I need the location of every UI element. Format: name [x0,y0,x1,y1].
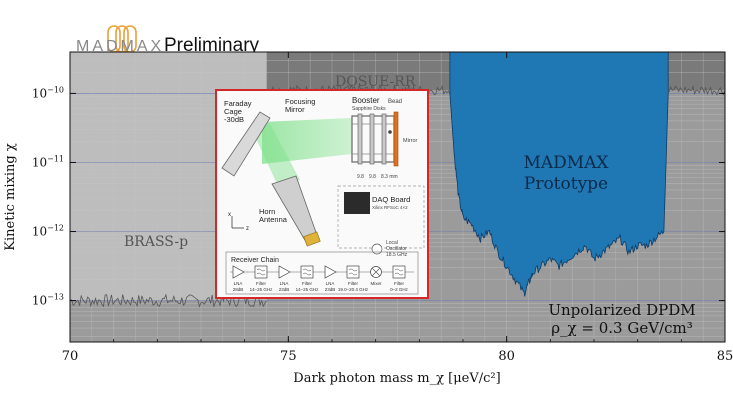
chain-label: LNA [234,281,243,286]
lo-label-3: 18.5 GHz [386,252,408,258]
chain-label: Mixer [371,281,383,286]
x-tick-label: 80 [498,349,515,364]
dosue-label: DOSUE-RR [335,74,416,90]
bead-label: Bead [388,99,402,105]
horn-flange [303,231,321,247]
x-tick-label: 85 [717,349,733,364]
x-tick-label: 75 [280,349,297,364]
y-tick-exp: −13 [47,293,64,302]
sapphire-disk [369,113,375,165]
booster [351,111,399,167]
microwave-beam [262,118,352,164]
chain-label: Filter [256,281,267,286]
chain-label: Filter [394,281,405,286]
filter-icon [392,265,406,279]
axis-z-label: z [246,226,249,232]
filter-wave [348,268,358,276]
booster-mirror [393,111,399,167]
daq-chip [344,192,370,214]
y-tick-label: 10−12 [32,224,64,239]
chain-label: Filter [302,281,313,286]
mirror-label-2: Mirror [285,105,305,114]
madmax-logo: MADMAX [76,25,164,55]
setup-inset: Faraday Cage -30dB Focusing Mirror Boost… [215,89,429,299]
brass-limit-curve [70,293,267,308]
dim-label-2: 9.8 [369,174,376,180]
receiver-chain-label: Receiver Chain [231,257,279,264]
local-oscillator-icon [371,243,383,255]
y-tick-base: 10 [32,294,47,308]
chain-label: LNA [280,281,289,286]
madmax-label-line1: MADMAX [523,153,609,173]
coordinate-axes: x z [228,212,249,232]
y-axis-label: Kinetic mixing χ [3,143,18,251]
chain-label: Filter [348,281,359,286]
booster-mirror-label: Mirror [403,138,418,144]
x-tick-label: 70 [62,349,79,364]
daq-sub-label: Xilinx RFSoC 4×2 [372,205,408,210]
y-tick-label: 10−13 [32,293,64,308]
receiver-chain-box [225,251,419,295]
logo-text: MADMAX [76,38,164,55]
chain-sublabel: 14–25 GHz [250,287,274,292]
amplifier-icon [324,265,337,279]
axis-x-label: x [228,212,231,218]
filter-icon [346,265,360,279]
filter-wave [394,268,404,276]
lo-label-1: Local [386,240,398,246]
horn-label-2: Antenna [259,215,288,224]
x-axis-label: Dark photon mass m_χ [μeV/c²] [293,371,500,386]
filter-wave [256,268,266,276]
chain-sublabel: 28dB [233,287,244,292]
daq-label: DAQ Board [372,195,410,204]
sapphire-disk [357,113,363,165]
lo-label-2: Oscillator [386,246,407,252]
filter-icon [254,265,268,279]
mixer-cross [372,268,380,276]
horn-label-1: Horn [259,207,275,216]
filter-icon [300,265,314,279]
filter-wave [302,268,312,276]
faraday-label-1: Faraday [224,99,252,108]
amplifier-icon [278,265,291,279]
amplifier-icon [232,265,245,279]
y-tick-label: 10−11 [32,154,64,169]
chain-sublabel: 19.0–20.4 GHz [338,287,369,292]
sapphire-label: Sapphire Disks [352,106,386,112]
mirror-label-1: Focusing [285,97,315,106]
chain-sublabel: 23dB [325,287,336,292]
bead [388,130,392,134]
focusing-mirror [221,111,271,177]
chain-label: LNA [326,281,335,286]
chain-sublabel: 0–2 GHz [390,287,409,292]
y-tick-base: 10 [32,225,47,239]
chain-sublabel: 23dB [279,287,290,292]
plot-frame [69,51,726,343]
preliminary-label: Preliminary [164,35,260,56]
y-tick-exp: −10 [47,85,64,94]
faraday-label-2: Cage [224,107,242,116]
madmax-exclusion-area [449,52,669,297]
microwave-beam-down [252,124,300,186]
booster-label: Booster [352,96,380,105]
y-tick-exp: −12 [47,224,64,233]
model-label-line1: Unpolarized DPDM [548,301,695,319]
dim-label-1: 9.8 [357,174,364,180]
madmax-label-line2: Prototype [524,174,608,194]
sapphire-disk [381,113,387,165]
chain-sublabel: 14–25 GHz [296,287,320,292]
model-label-line2: ρ_χ = 0.3 GeV/cm³ [551,319,693,337]
y-tick-base: 10 [32,155,47,169]
y-tick-base: 10 [32,86,47,100]
y-tick-exp: −11 [47,154,64,163]
y-tick-label: 10−10 [32,85,64,100]
faraday-label-3: -30dB [224,115,244,124]
dim-label-3: 8.3 mm [381,174,398,180]
brass-label: BRASS-p [124,234,188,250]
